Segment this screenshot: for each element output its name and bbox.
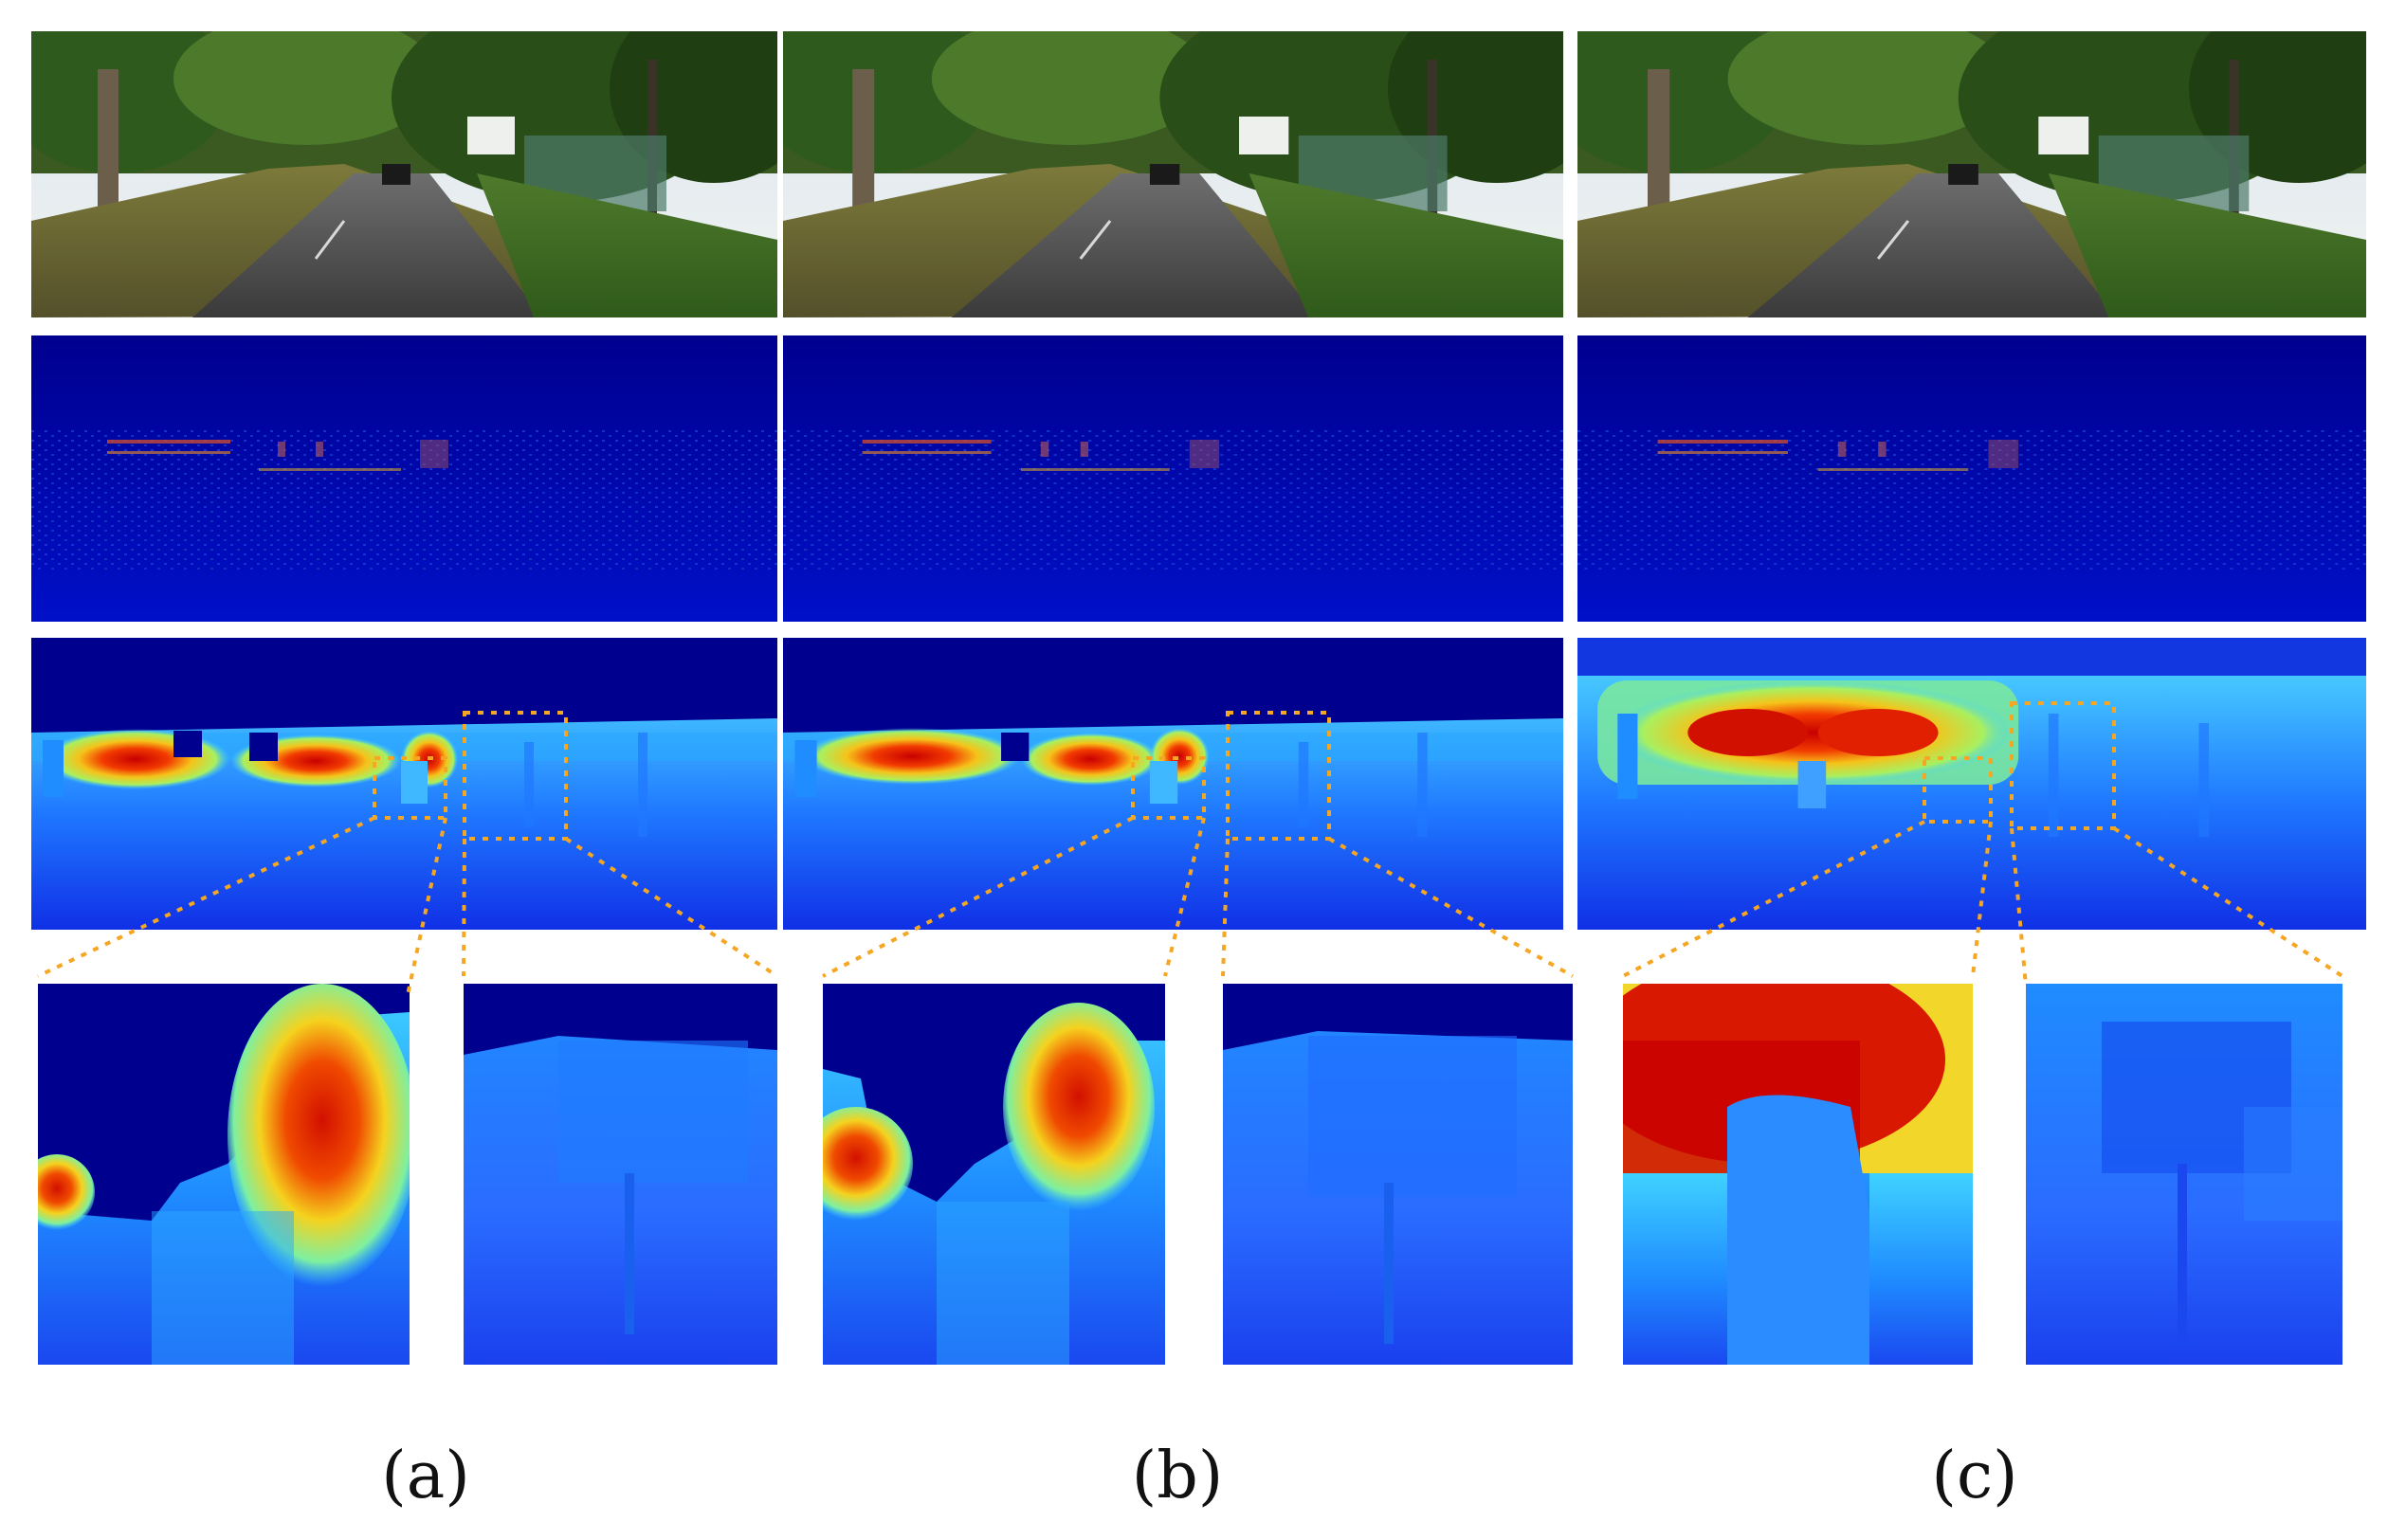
column-caption-c: (c) <box>1931 1439 2018 1513</box>
column-caption-a: (a) <box>381 1439 470 1513</box>
dense-depth-c <box>1577 638 2366 930</box>
zoom-crop-a-right <box>464 984 777 1365</box>
sparse-depth-image <box>31 335 777 622</box>
rgb-scene-image <box>783 31 1563 317</box>
sparse-depth-a <box>31 335 777 622</box>
dense-depth-image <box>783 638 1563 930</box>
zoom-crop-b-right <box>1223 984 1573 1365</box>
zoom-crop-image <box>464 984 777 1365</box>
sparse-depth-image <box>783 335 1563 622</box>
rgb-scene-image <box>31 31 777 317</box>
zoom-crop-a-left <box>38 984 410 1365</box>
zoom-crop-c-left <box>1623 984 1973 1365</box>
dense-depth-image <box>31 638 777 930</box>
zoom-crop-image <box>1623 984 1973 1365</box>
dense-depth-image <box>1577 638 2366 930</box>
rgb-scene-b <box>783 31 1563 317</box>
column-caption-b: (b) <box>1131 1439 1224 1513</box>
zoom-crop-c-right <box>2026 984 2342 1365</box>
sparse-depth-b <box>783 335 1563 622</box>
dense-depth-a <box>31 638 777 930</box>
zoom-crop-b-left <box>823 984 1165 1365</box>
dense-depth-b <box>783 638 1563 930</box>
zoom-crop-image <box>1223 984 1573 1365</box>
zoom-crop-image <box>38 984 410 1365</box>
sparse-depth-image <box>1577 335 2366 622</box>
sparse-depth-c <box>1577 335 2366 622</box>
rgb-scene-a <box>31 31 777 317</box>
rgb-scene-image <box>1577 31 2366 317</box>
zoom-crop-image <box>823 984 1165 1365</box>
zoom-crop-image <box>2026 984 2342 1365</box>
rgb-scene-c <box>1577 31 2366 317</box>
